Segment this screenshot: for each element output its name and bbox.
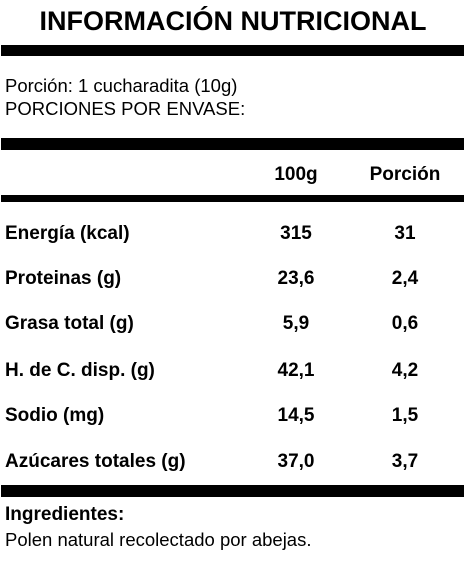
row-label: Proteinas (g) [5,268,122,289]
row-value: 0,6 [391,313,419,334]
row-value: 1,5 [391,405,419,426]
row-label: Azúcares totales (g) [5,451,186,472]
row-value: 23,6 [277,268,315,289]
divider [1,45,464,56]
portion: Porción: 1 cucharadita (10g) [5,75,238,96]
divider [1,138,464,150]
row-value: 2,4 [391,268,419,289]
row-label: Energía (kcal) [5,223,130,244]
row-value: 4,2 [391,360,419,381]
row-value: 37,0 [277,451,315,472]
row-label: Grasa total (g) [5,313,134,334]
ingredients-label: Ingredientes: [5,504,125,525]
row-value: 5,9 [282,313,310,334]
row-label: H. de C. disp. (g) [5,360,155,381]
row-value: 315 [280,223,312,244]
ingredients-text: Polen natural recolectado por abejas. [5,529,312,550]
row-value: 31 [394,223,416,244]
divider [1,485,464,497]
row-value: 3,7 [391,451,419,472]
row-label: Sodio (mg) [5,405,105,426]
servings: PORCIONES POR ENVASE: [5,98,246,119]
title: INFORMACIÓN NUTRICIONAL [39,6,427,36]
column-header: 100g [274,164,318,185]
divider [1,195,464,202]
row-value: 42,1 [277,360,315,381]
row-value: 14,5 [277,405,315,426]
column-header: Porción [369,164,441,185]
